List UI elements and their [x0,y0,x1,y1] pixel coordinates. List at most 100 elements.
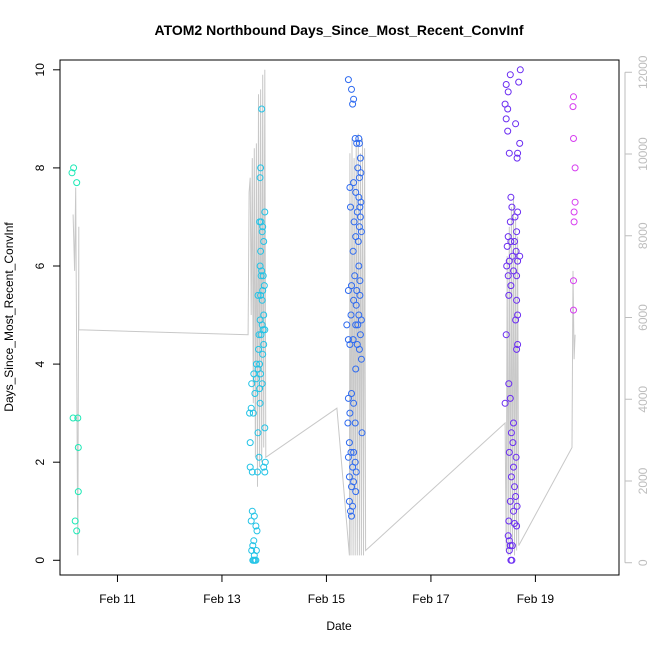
data-point [502,331,510,339]
data-point [511,213,519,221]
data-point [246,409,254,417]
data-point [260,341,268,348]
data-point [73,179,81,187]
data-point [515,78,523,86]
data-point [513,154,521,162]
y2-tick-label: 8000 [636,222,650,249]
data-point [256,360,264,368]
data-point [516,139,524,147]
data-point [570,218,578,226]
data-point [512,493,520,500]
plot-frame [59,59,620,576]
data-point [344,394,352,402]
data-point [356,291,364,299]
data-point [258,296,266,304]
data-point [350,399,358,407]
data-point [504,272,512,280]
data-point [502,115,510,123]
data-point [507,193,515,201]
data-point [252,360,260,368]
data-point [510,419,517,427]
data-point [344,419,352,427]
data-point [259,272,267,280]
x-tick-label: Feb 13 [203,592,241,606]
data-point [250,556,258,564]
axes-layer: Feb 11 Feb 13 Feb 15 Feb 17 Feb 19 0 2 4 6 8 10 0 20… [33,55,650,606]
data-point [355,262,363,270]
data-point [260,311,268,319]
data-point [246,439,254,447]
y2-tick-label: 0 [636,559,650,566]
data-point [507,429,515,437]
data-point [352,188,360,196]
chart-title: ATOM2 Northbound Days_Since_Most_Recent_… [155,22,524,38]
data-point [357,228,365,236]
data-point [348,390,355,397]
data-point [506,71,514,79]
data-point [250,537,258,545]
data-point [353,139,361,147]
data-point [352,301,360,309]
y2-tick-label: 2000 [636,467,650,494]
data-point [259,223,267,231]
data-point [345,473,353,481]
data-point [508,556,516,564]
data-point [571,198,579,206]
data-point [350,218,358,226]
data-point [505,547,513,554]
data-point [358,429,366,437]
data-point [260,282,268,290]
data-point [570,277,577,285]
data-point [345,497,353,505]
data-point [256,385,264,393]
data-point [355,174,363,182]
data-point [350,448,358,456]
data-point [257,331,265,339]
data-point [74,414,82,422]
data-point [261,468,269,476]
data-point [345,439,353,447]
data-point [348,512,355,520]
data-point [502,81,510,88]
data-point [510,463,517,471]
y-tick-label: 6 [33,262,47,269]
data-point [252,556,260,564]
data-point [514,341,522,348]
data-point [357,355,365,363]
data-point [352,365,360,373]
data-point [510,507,517,515]
data-point [348,282,355,290]
data-point [348,85,355,93]
data-point [510,267,517,275]
data-point [504,105,512,113]
x-tick-label: Feb 17 [412,592,450,606]
data-point [355,139,363,147]
data-point [260,238,268,245]
data-point [504,532,512,540]
data-point [353,287,361,294]
data-point [70,164,78,172]
data-point [570,93,577,101]
data-point [69,414,77,422]
data-point [344,453,352,461]
data-point [250,512,258,520]
data-point [349,463,357,471]
secondary-line-layer [72,69,576,556]
data-point [570,135,577,142]
data-point [74,444,82,451]
data-point [354,238,362,245]
data-point [503,262,511,270]
data-point [356,277,364,285]
data-point [512,453,520,461]
data-point [354,164,362,172]
data-point [349,100,357,108]
data-point [356,154,364,162]
x-tick-label: Feb 15 [308,592,346,606]
data-point [261,424,269,432]
data-point [505,517,513,525]
data-point [508,542,516,550]
data-point [71,517,79,525]
data-point [252,375,260,383]
data-point [505,380,513,388]
data-point [505,291,513,299]
